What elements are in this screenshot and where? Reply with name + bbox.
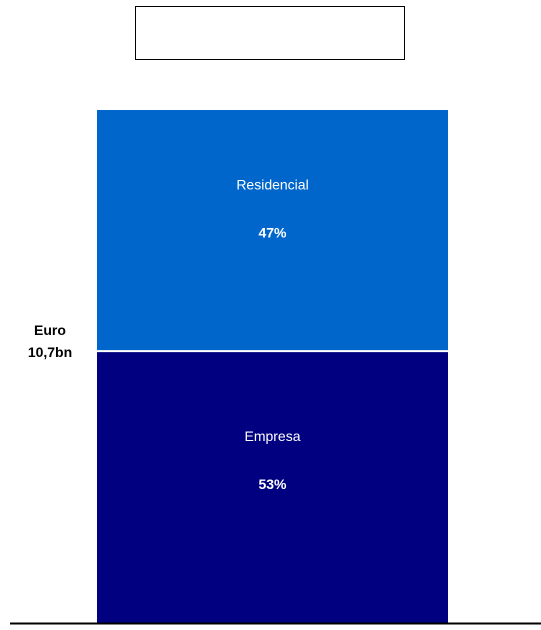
bar-segments <box>97 110 448 623</box>
segment-name-residencial: Residencial <box>236 177 308 193</box>
total-label: Euro 10,7bn <box>22 319 78 363</box>
segment-value-residencial: 47% <box>258 225 287 241</box>
bar-segment-empresa <box>97 351 448 623</box>
bar-segment-residencial <box>97 110 448 352</box>
segment-labels: Empresa 53% Residencial 47% <box>236 177 308 492</box>
title-box <box>135 6 405 60</box>
segment-value-empresa: 53% <box>258 476 287 492</box>
total-label-line2: 10,7bn <box>27 344 73 360</box>
total-label-line1: Euro <box>34 322 66 338</box>
segment-name-empresa: Empresa <box>244 428 300 444</box>
